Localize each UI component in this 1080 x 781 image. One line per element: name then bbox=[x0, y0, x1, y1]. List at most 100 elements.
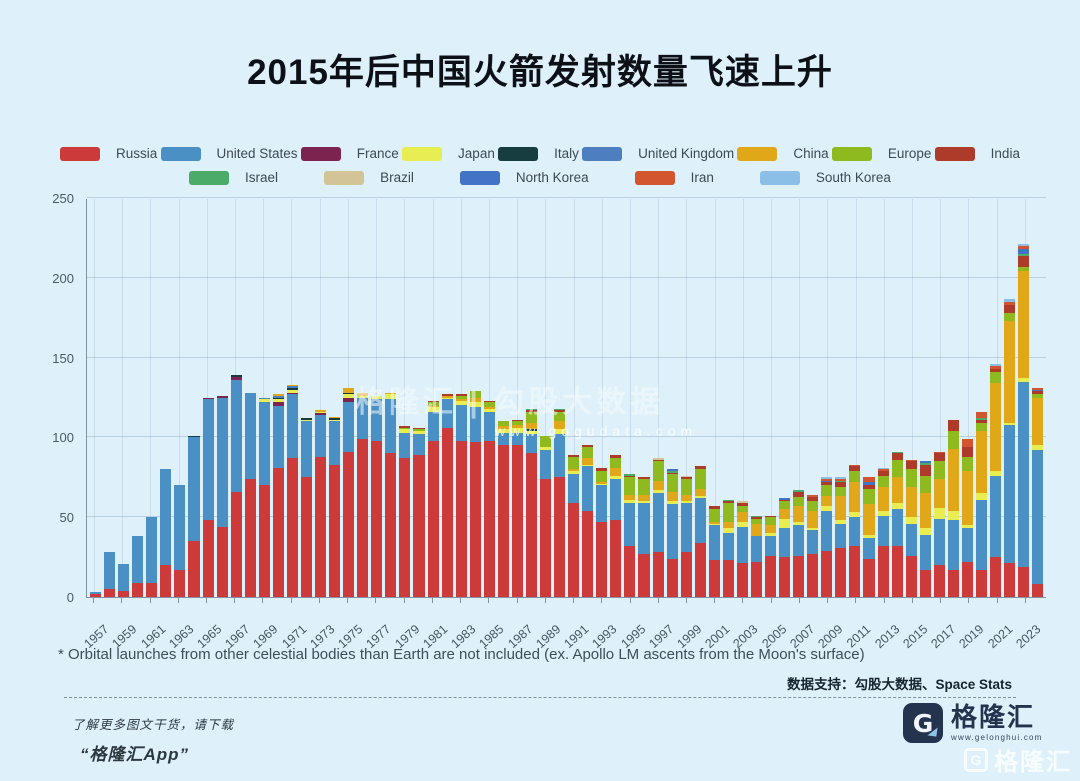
segment-japan bbox=[511, 427, 523, 433]
segment-russia bbox=[90, 593, 102, 597]
segment-china bbox=[680, 494, 692, 502]
gridline-x bbox=[629, 199, 631, 597]
segment-japan bbox=[975, 493, 987, 500]
segment-europe bbox=[525, 411, 537, 424]
segment-iran bbox=[961, 439, 973, 448]
segment-europe bbox=[469, 391, 481, 398]
bar-2008 bbox=[807, 494, 819, 597]
segment-japan bbox=[877, 510, 889, 516]
y-tick-label: 50 bbox=[59, 510, 74, 526]
legend-swatch-brazil bbox=[324, 170, 365, 185]
legend-swatch-united-states bbox=[160, 146, 201, 161]
segment-south-korea bbox=[835, 477, 847, 479]
segment-china bbox=[905, 486, 917, 518]
segment-europe bbox=[399, 427, 411, 430]
segment-china bbox=[357, 392, 369, 396]
segment-russia bbox=[554, 477, 566, 597]
gridline-x bbox=[178, 199, 180, 597]
segment-united-states bbox=[469, 407, 481, 443]
segment-united-states bbox=[230, 379, 242, 492]
segment-russia bbox=[933, 565, 945, 597]
segment-china bbox=[286, 384, 298, 387]
segment-italy bbox=[343, 392, 355, 395]
gridline-x bbox=[686, 199, 688, 597]
legend-swatch-france bbox=[300, 146, 341, 161]
segment-france bbox=[286, 392, 298, 395]
bar-1962 bbox=[160, 469, 172, 597]
segment-russia bbox=[272, 467, 284, 597]
segment-italy bbox=[329, 418, 341, 420]
segment-india bbox=[680, 477, 692, 479]
segment-france bbox=[272, 402, 284, 406]
source-note: 数据支持：勾股大数据、Space Stats bbox=[786, 677, 1012, 692]
gridline-y-200 bbox=[87, 276, 1046, 278]
segment-iran bbox=[1004, 301, 1016, 305]
segment-japan bbox=[300, 419, 312, 422]
segment-china bbox=[568, 469, 580, 471]
segment-china bbox=[666, 491, 678, 502]
segment-china bbox=[891, 477, 903, 503]
segment-india bbox=[779, 499, 791, 502]
segment-india bbox=[666, 472, 678, 475]
x-tick bbox=[375, 598, 377, 603]
segment-japan bbox=[329, 419, 341, 422]
segment-russia bbox=[132, 582, 144, 597]
x-tick bbox=[657, 598, 659, 603]
segment-russia bbox=[258, 485, 270, 597]
segment-china bbox=[835, 496, 847, 521]
segment-india bbox=[919, 464, 931, 476]
segment-russia bbox=[638, 553, 650, 597]
segment-russia bbox=[821, 550, 833, 597]
legend-label: India bbox=[990, 146, 1020, 161]
y-tick-label: 250 bbox=[52, 191, 74, 206]
segment-china bbox=[821, 496, 833, 507]
segment-russia bbox=[244, 478, 256, 597]
segment-india bbox=[441, 394, 453, 396]
bar-2011 bbox=[849, 464, 861, 597]
page-title: 2015年后中国火箭发射数量飞速上升 bbox=[247, 53, 833, 92]
segment-china bbox=[863, 504, 875, 535]
bar-1996 bbox=[638, 477, 650, 597]
bar-1958 bbox=[104, 552, 116, 597]
segment-russia bbox=[385, 453, 397, 597]
segment-india bbox=[1004, 304, 1016, 313]
x-tick bbox=[911, 598, 913, 603]
segment-china bbox=[610, 467, 622, 476]
bar-1987 bbox=[511, 419, 523, 597]
segment-russia bbox=[343, 451, 355, 597]
bar-2014 bbox=[891, 451, 903, 597]
segment-europe bbox=[666, 474, 678, 492]
segment-north-korea bbox=[1018, 249, 1030, 254]
segment-united-states bbox=[680, 502, 692, 553]
segment-united-states bbox=[286, 394, 298, 459]
segment-europe bbox=[947, 431, 959, 449]
bar-2015 bbox=[905, 459, 917, 597]
segment-united-states bbox=[891, 509, 903, 546]
segment-japan bbox=[736, 522, 748, 527]
segment-united-kingdom bbox=[258, 397, 270, 400]
gridline-x bbox=[404, 199, 406, 597]
segment-china bbox=[779, 509, 791, 519]
segment-europe bbox=[694, 469, 706, 489]
segment-russia bbox=[413, 454, 425, 597]
segment-united-states bbox=[610, 478, 622, 521]
segment-japan bbox=[961, 525, 973, 529]
segment-russia bbox=[624, 545, 636, 597]
segment-japan bbox=[343, 394, 355, 398]
legend-label: France bbox=[356, 146, 399, 161]
segment-india bbox=[877, 470, 889, 476]
segment-united-states bbox=[779, 528, 791, 558]
segment-united-states bbox=[961, 528, 973, 562]
segment-europe bbox=[849, 470, 861, 483]
x-tick bbox=[629, 598, 631, 603]
segment-japan bbox=[666, 501, 678, 505]
segment-europe bbox=[750, 518, 762, 524]
bar-1979 bbox=[399, 426, 411, 597]
segment-europe bbox=[765, 517, 777, 526]
segment-russia bbox=[540, 478, 552, 597]
segment-russia bbox=[511, 445, 523, 597]
segment-japan bbox=[455, 400, 467, 406]
legend-item-europe: Europe bbox=[831, 146, 931, 161]
segment-iran bbox=[1032, 387, 1044, 390]
gridline-x bbox=[573, 199, 575, 597]
